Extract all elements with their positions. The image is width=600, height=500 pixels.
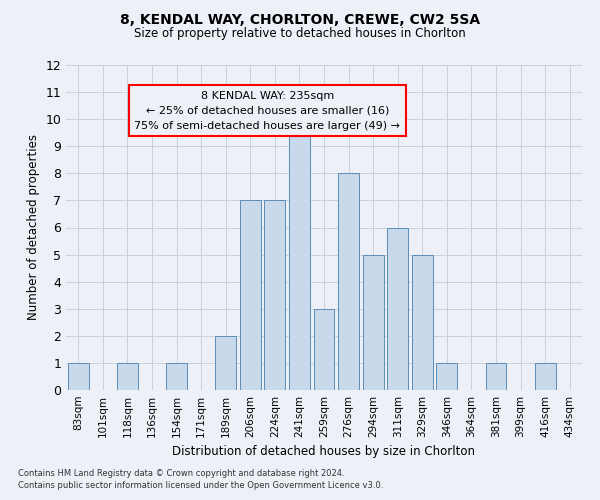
- Bar: [485, 363, 506, 390]
- Text: Contains public sector information licensed under the Open Government Licence v3: Contains public sector information licen…: [18, 481, 383, 490]
- Bar: [412, 254, 433, 390]
- X-axis label: Distribution of detached houses by size in Chorlton: Distribution of detached houses by size …: [173, 446, 476, 458]
- Bar: [314, 308, 334, 390]
- Bar: [240, 200, 261, 390]
- Bar: [117, 363, 138, 390]
- Bar: [362, 254, 383, 390]
- Bar: [289, 119, 310, 390]
- Bar: [387, 228, 408, 390]
- Bar: [68, 363, 89, 390]
- Bar: [436, 363, 457, 390]
- Text: Contains HM Land Registry data © Crown copyright and database right 2024.: Contains HM Land Registry data © Crown c…: [18, 468, 344, 477]
- Text: 8 KENDAL WAY: 235sqm
← 25% of detached houses are smaller (16)
75% of semi-detac: 8 KENDAL WAY: 235sqm ← 25% of detached h…: [134, 91, 400, 130]
- Text: Size of property relative to detached houses in Chorlton: Size of property relative to detached ho…: [134, 28, 466, 40]
- Bar: [166, 363, 187, 390]
- Bar: [215, 336, 236, 390]
- Bar: [338, 174, 359, 390]
- Y-axis label: Number of detached properties: Number of detached properties: [27, 134, 40, 320]
- Bar: [265, 200, 286, 390]
- Bar: [535, 363, 556, 390]
- Text: 8, KENDAL WAY, CHORLTON, CREWE, CW2 5SA: 8, KENDAL WAY, CHORLTON, CREWE, CW2 5SA: [120, 12, 480, 26]
